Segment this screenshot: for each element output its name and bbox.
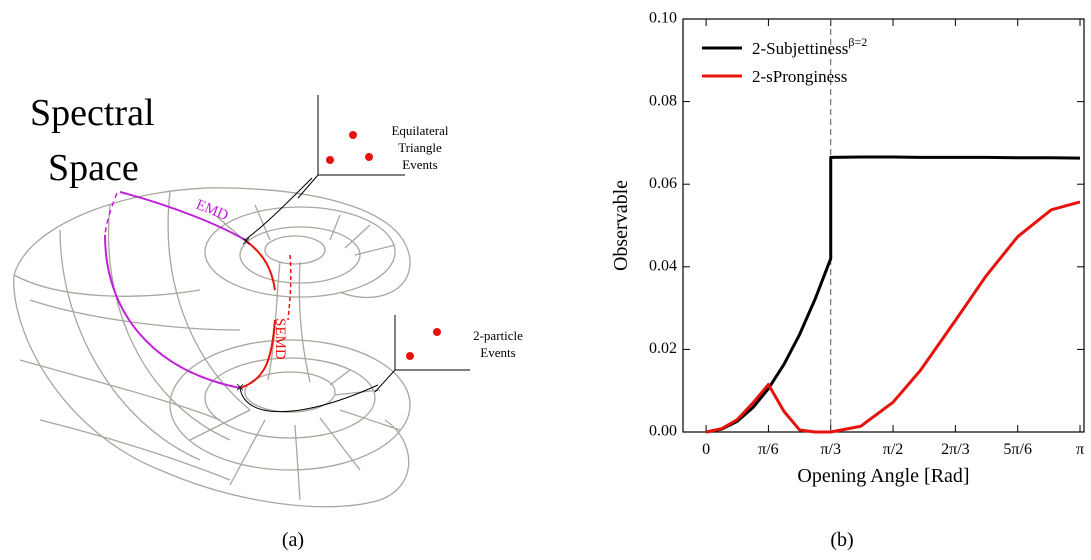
- surface: [264, 235, 326, 265]
- legend-superscript: β=2: [848, 35, 867, 49]
- y-axis-label: Observable: [610, 180, 632, 271]
- title-line: Spectral: [30, 92, 155, 134]
- y-tick-label: 0.00: [649, 423, 677, 440]
- surface: [19, 191, 251, 481]
- y-tick-label: 0.06: [649, 175, 677, 192]
- semd-path: [239, 319, 276, 389]
- particle: [349, 131, 357, 139]
- plot-frame: [682, 18, 1085, 433]
- y-tick-label: 0.04: [649, 257, 677, 274]
- connector: [244, 177, 313, 241]
- path-label: EMD: [194, 197, 231, 224]
- semd-path: [244, 239, 276, 291]
- title-line: Space: [48, 147, 139, 189]
- event-axes: [374, 315, 470, 393]
- x-tick-label: 0: [702, 441, 710, 458]
- event-label: 2-particle: [473, 328, 523, 343]
- surface: [204, 357, 376, 439]
- y-tick-label: 0.10: [649, 10, 677, 27]
- y-tick-label: 0.02: [649, 340, 677, 357]
- connector: [239, 384, 379, 413]
- point-marker: ×: [241, 234, 250, 251]
- surface: [169, 339, 411, 471]
- particle: [406, 352, 414, 360]
- legend-label: 2-Subjettinessβ=2: [752, 35, 867, 58]
- x-tick-label: π/2: [883, 441, 904, 458]
- point-marker: ×: [235, 380, 244, 397]
- path-label: SEMD: [272, 318, 288, 360]
- legend-label: 2-sPronginess: [752, 67, 847, 86]
- caption: (b): [830, 529, 853, 551]
- legend-label: 2-sPronginess: [752, 67, 847, 86]
- x-tick-label: 2π/3: [941, 441, 970, 458]
- x-tick-label: 5π/6: [1003, 441, 1032, 458]
- emd-path: [104, 234, 241, 389]
- event-label: Triangle: [398, 140, 442, 155]
- surface: [189, 204, 401, 501]
- particle: [365, 153, 373, 161]
- surface: [239, 226, 361, 284]
- x-tick-label: π/3: [820, 441, 841, 458]
- x-tick-label: π: [1076, 441, 1084, 458]
- event-label: Events: [480, 345, 515, 360]
- legend-label: 2-Subjettiness: [752, 39, 848, 58]
- particle: [326, 156, 334, 164]
- event-label: Events: [402, 157, 437, 172]
- series-line: [705, 155, 1081, 434]
- caption: (a): [282, 529, 304, 551]
- surface: [13, 274, 201, 297]
- emd-path: [119, 191, 246, 241]
- diagram: Spectral Space EMD SEMD Equilateral Tria…: [13, 92, 523, 508]
- y-tick-label: 0.08: [649, 92, 677, 109]
- particle: [433, 328, 441, 336]
- x-tick-label: π/6: [758, 441, 779, 458]
- x-axis-label: Opening Angle [Rad]: [797, 465, 969, 487]
- surface: [13, 187, 411, 299]
- emd-path: [104, 192, 118, 236]
- semd-path: [287, 254, 292, 321]
- series-line: [705, 200, 1081, 434]
- surface: [244, 371, 336, 413]
- event-label: Equilateral: [391, 123, 448, 138]
- event-axes: [297, 95, 405, 199]
- chart: 0.00 0.02 0.04 0.06 0.08 0.10 0 π/6 π/3 π/2 2π/3 5π…: [610, 10, 1085, 487]
